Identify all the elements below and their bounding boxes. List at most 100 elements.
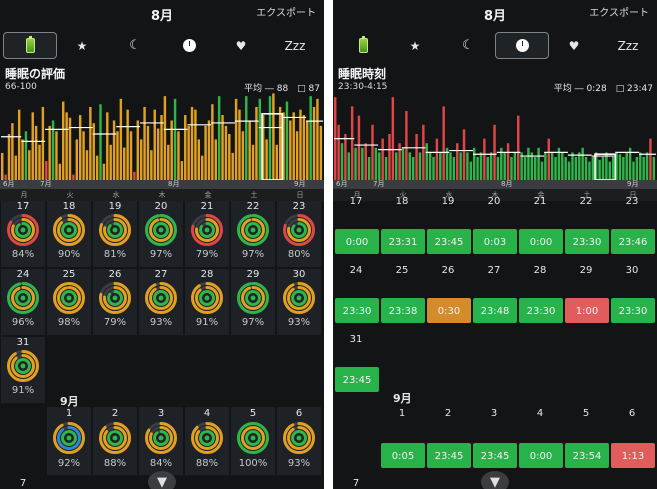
filter-button[interactable]: ▼ xyxy=(481,471,509,489)
ring-progress xyxy=(199,290,215,306)
day-column[interactable]: 26 0:30 xyxy=(426,264,472,330)
day-cell[interactable]: 4 88% xyxy=(185,407,229,475)
day-column[interactable]: 30 23:30 xyxy=(610,264,656,330)
chart-bar xyxy=(34,125,38,180)
chart-bar xyxy=(401,147,405,180)
day-column[interactable]: 2 23:45 xyxy=(426,405,472,475)
day-number: 5 xyxy=(582,408,590,419)
chart-bar xyxy=(7,134,11,180)
chart-bar xyxy=(177,131,180,180)
day-cell[interactable]: 3 84% xyxy=(139,407,183,475)
day-cell[interactable]: 17 84% xyxy=(1,201,45,267)
day-column[interactable]: 28 23:30 xyxy=(518,264,564,330)
tab-star[interactable]: ★ xyxy=(55,32,109,59)
ring-center-dot xyxy=(296,227,302,233)
score-percent: 93% xyxy=(287,458,311,469)
day-cell[interactable]: 23 80% xyxy=(277,201,321,267)
chart-bar xyxy=(1,152,4,180)
day-cell[interactable]: 18 90% xyxy=(47,201,91,267)
day-column[interactable]: 3 23:45 xyxy=(472,405,518,475)
tab-heart[interactable]: ♥ xyxy=(214,32,268,59)
day-cell[interactable]: 5 100% xyxy=(231,407,275,475)
day-column[interactable]: 18 23:31 xyxy=(380,195,426,261)
day-cell[interactable]: 30 93% xyxy=(277,269,321,335)
day-column[interactable]: 22 23:30 xyxy=(564,195,610,261)
day-cell[interactable]: 26 79% xyxy=(93,269,137,335)
day-column[interactable]: 4 0:00 xyxy=(518,405,564,475)
day-cell[interactable]: 31 91% xyxy=(1,337,45,403)
day-column[interactable]: 25 23:38 xyxy=(380,264,426,330)
ring-progress xyxy=(145,214,177,246)
day-column[interactable]: 29 1:00 xyxy=(564,264,610,330)
chart-bar xyxy=(381,138,384,180)
day-cell[interactable]: 29 97% xyxy=(231,269,275,335)
day-column[interactable]: 21 0:00 xyxy=(518,195,564,261)
ring-progress xyxy=(103,286,127,310)
chart-bar xyxy=(601,157,605,180)
day-number: 5 xyxy=(249,408,257,419)
chart-title: 睡眠の評価 xyxy=(5,67,66,81)
tab-moon[interactable]: ☾ xyxy=(441,32,495,59)
bedtime-chart[interactable]: 睡眠時刻 23:30-4:15 平均 ― 0:28 □ 23:47 6月 7月 8月… xyxy=(333,62,657,189)
tab-heart[interactable]: ♥ xyxy=(547,32,601,59)
day-cell[interactable]: 19 81% xyxy=(93,201,137,267)
bedtime-bar: 23:45 xyxy=(335,367,379,392)
chart-bar xyxy=(68,117,72,180)
ring-center-dot xyxy=(20,295,26,301)
tab-battery[interactable] xyxy=(3,32,57,59)
day-column[interactable]: 5 23:54 xyxy=(564,405,610,475)
day-cell[interactable]: 21 79% xyxy=(185,201,229,267)
chart-bar xyxy=(41,106,45,180)
rings-wrap xyxy=(98,421,132,459)
day-number: 28 xyxy=(533,265,547,276)
filter-button[interactable]: ▼ xyxy=(148,471,176,489)
export-button[interactable]: エクスポート xyxy=(589,8,649,19)
month-label-september: 9月 xyxy=(393,392,412,405)
ring-center-dot xyxy=(66,227,72,233)
chart-bar xyxy=(608,161,611,180)
export-button[interactable]: エクスポート xyxy=(256,8,316,19)
day-column[interactable]: 20 0:03 xyxy=(472,195,518,261)
day-cell[interactable]: 1 92% xyxy=(47,407,91,475)
tab-clock[interactable] xyxy=(495,32,549,59)
chart-bar xyxy=(65,112,68,180)
tab-clock[interactable] xyxy=(162,32,216,59)
day-column[interactable]: 6 1:13 xyxy=(610,405,656,475)
day-column[interactable]: 17 0:00 xyxy=(334,195,380,261)
day-cell[interactable]: 28 91% xyxy=(185,269,229,335)
tab-zzz[interactable]: Zzz xyxy=(601,32,655,59)
score-chart[interactable]: 睡眠の評価 66-100 平均 ― 88 □ 87 6月 7月 8月 9月 xyxy=(0,62,324,189)
tab-star[interactable]: ★ xyxy=(388,32,442,59)
tab-battery[interactable] xyxy=(336,32,390,59)
ring-progress xyxy=(237,422,269,454)
day-column[interactable]: 31 23:45 xyxy=(334,333,380,399)
day-column[interactable]: 1 0:05 xyxy=(380,405,426,475)
chart-bar xyxy=(564,157,567,180)
day-cell[interactable]: 25 98% xyxy=(47,269,91,335)
chart-bar xyxy=(537,147,540,180)
ring-progress xyxy=(237,214,269,246)
chart-bar xyxy=(167,144,170,180)
ring-center-dot xyxy=(112,435,118,441)
day-cell[interactable]: 27 93% xyxy=(139,269,183,335)
day-column[interactable]: 23 23:46 xyxy=(610,195,656,261)
day-cell[interactable]: 24 96% xyxy=(1,269,45,335)
ring-progress xyxy=(15,290,31,306)
chart-bar xyxy=(517,115,520,180)
day-column[interactable]: 27 23:48 xyxy=(472,264,518,330)
chart-bar xyxy=(642,157,645,180)
chart-bar xyxy=(62,101,65,180)
chart-bar xyxy=(123,147,126,180)
day-cell[interactable]: 20 97% xyxy=(139,201,183,267)
score-rings xyxy=(145,422,177,454)
chart-bar xyxy=(503,152,506,180)
day-column[interactable]: 24 23:30 xyxy=(334,264,380,330)
day-column[interactable]: 19 23:45 xyxy=(426,195,472,261)
chart-bar xyxy=(574,157,578,180)
day-cell[interactable]: 2 88% xyxy=(93,407,137,475)
day-cell[interactable]: 6 93% xyxy=(277,407,321,475)
tab-zzz[interactable]: Zzz xyxy=(268,32,322,59)
day-cell[interactable]: 22 97% xyxy=(231,201,275,267)
rings-wrap xyxy=(282,281,316,319)
tab-moon[interactable]: ☾ xyxy=(108,32,162,59)
